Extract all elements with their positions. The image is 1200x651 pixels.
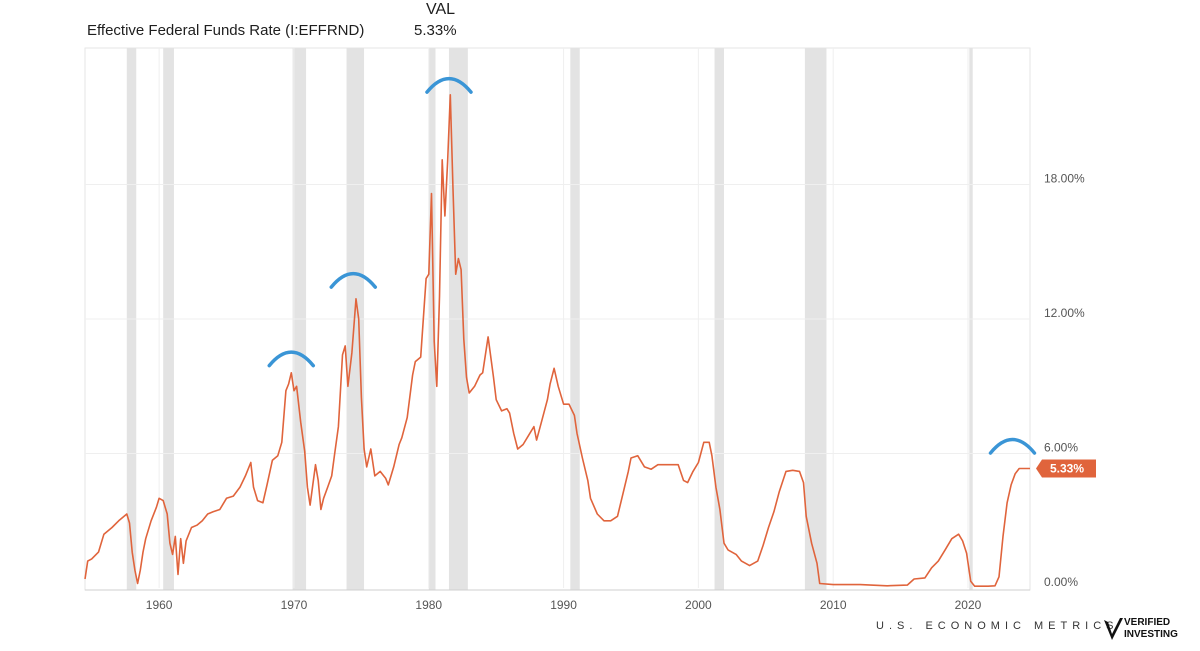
gridlines: [85, 48, 1030, 588]
last-value-badge-shape: [1036, 459, 1096, 478]
y-tick-label: 0.00%: [1044, 575, 1078, 589]
check-v-icon: [1104, 618, 1123, 640]
current-value: 5.33%: [414, 22, 457, 39]
y-tick-label: 12.00%: [1044, 306, 1085, 320]
footer-brand: U.S. ECONOMIC METRICS: [876, 620, 1119, 632]
peak-arc: [329, 271, 378, 289]
series-line-group: [84, 94, 1030, 587]
value-column-label: VAL: [426, 1, 456, 18]
x-tick-label: 2010: [820, 598, 847, 612]
x-axis: 1960 1970 1980 1990 2000 2010 2020: [85, 589, 1030, 612]
x-tick-label: 1970: [281, 598, 308, 612]
x-tick-label: 1960: [146, 598, 173, 612]
x-tick-label: 2020: [955, 598, 982, 612]
series-title: Effective Federal Funds Rate (I:EFFRND): [87, 22, 365, 39]
peak-annotations: [267, 76, 1037, 455]
last-value-label: 5.33%: [1050, 462, 1084, 476]
logo-text-line1: VERIFIED: [1124, 617, 1171, 628]
last-value-badge: 5.33%: [1036, 459, 1096, 478]
y-tick-label: 6.00%: [1044, 441, 1078, 455]
y-tick-label: 18.00%: [1044, 172, 1085, 186]
x-tick-label: 2000: [685, 598, 712, 612]
logo-text-line2: INVESTING: [1124, 629, 1178, 640]
peak-arc: [988, 437, 1037, 455]
peak-arc: [267, 350, 316, 368]
y-axis: 0.00% 6.00% 12.00% 18.00%: [1044, 172, 1085, 590]
x-tick-label: 1980: [415, 598, 442, 612]
verified-investing-logo: VERIFIED INVESTING: [1103, 614, 1193, 646]
series-line: [84, 94, 1030, 587]
x-tick-label: 1990: [550, 598, 577, 612]
peak-arc: [425, 76, 473, 94]
